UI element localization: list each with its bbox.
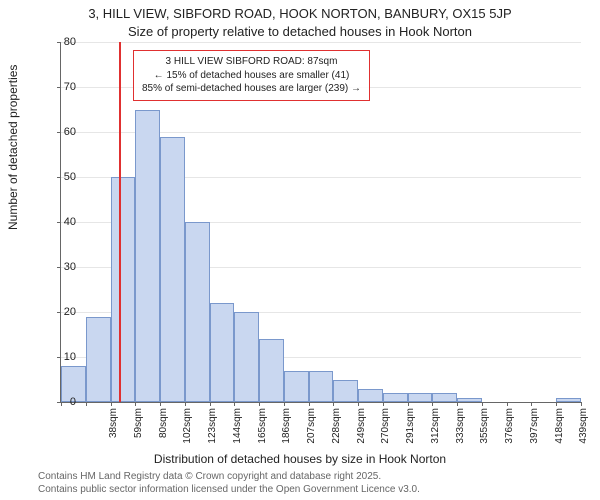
y-tick-label: 20 [46, 306, 76, 318]
x-tick-mark [284, 402, 285, 406]
x-tick-mark [160, 402, 161, 406]
footer-line2: Contains public sector information licen… [38, 483, 420, 496]
chart-container: 3, HILL VIEW, SIBFORD ROAD, HOOK NORTON,… [0, 0, 600, 500]
gridline [61, 42, 581, 43]
plot-area: 3 HILL VIEW SIBFORD ROAD: 87sqm← 15% of … [60, 42, 581, 403]
footer-line1: Contains HM Land Registry data © Crown c… [38, 470, 420, 483]
x-tick-label: 123sqm [207, 408, 218, 458]
chart-title-line2: Size of property relative to detached ho… [0, 24, 600, 39]
x-tick-label: 59sqm [133, 408, 144, 458]
histogram-bar [111, 177, 136, 402]
annotation-line3: 85% of semi-detached houses are larger (… [142, 82, 361, 96]
y-tick-label: 10 [46, 351, 76, 363]
x-tick-mark [111, 402, 112, 406]
x-tick-mark [432, 402, 433, 406]
x-tick-label: 270sqm [380, 408, 391, 458]
x-tick-label: 165sqm [257, 408, 268, 458]
histogram-bar [135, 110, 160, 403]
histogram-bar [234, 312, 259, 402]
x-tick-mark [408, 402, 409, 406]
histogram-bar [86, 317, 111, 403]
y-tick-label: 0 [46, 396, 76, 408]
x-tick-mark [259, 402, 260, 406]
x-tick-label: 249sqm [356, 408, 367, 458]
y-tick-label: 40 [46, 216, 76, 228]
annotation-line2: ← 15% of detached houses are smaller (41… [142, 69, 361, 83]
y-tick-label: 70 [46, 81, 76, 93]
x-tick-mark [457, 402, 458, 406]
x-tick-label: 376sqm [504, 408, 515, 458]
x-tick-label: 38sqm [108, 408, 119, 458]
x-tick-label: 228sqm [331, 408, 342, 458]
histogram-bar [284, 371, 309, 403]
annotation-box: 3 HILL VIEW SIBFORD ROAD: 87sqm← 15% of … [133, 50, 370, 101]
x-tick-mark [309, 402, 310, 406]
histogram-bar [185, 222, 210, 402]
annotation-line1: 3 HILL VIEW SIBFORD ROAD: 87sqm [142, 55, 361, 69]
reference-line [119, 42, 121, 402]
x-tick-label: 439sqm [578, 408, 589, 458]
histogram-bar [408, 393, 433, 402]
y-tick-label: 50 [46, 171, 76, 183]
x-tick-mark [581, 402, 582, 406]
x-tick-label: 418sqm [554, 408, 565, 458]
x-tick-mark [210, 402, 211, 406]
histogram-bar [309, 371, 334, 403]
histogram-bar [556, 398, 581, 403]
x-tick-label: 355sqm [479, 408, 490, 458]
x-tick-label: 144sqm [232, 408, 243, 458]
x-tick-mark [556, 402, 557, 406]
x-tick-label: 291sqm [405, 408, 416, 458]
x-tick-mark [333, 402, 334, 406]
y-tick-label: 80 [46, 36, 76, 48]
histogram-bar [432, 393, 457, 402]
x-tick-mark [135, 402, 136, 406]
x-tick-mark [383, 402, 384, 406]
x-tick-mark [234, 402, 235, 406]
x-tick-label: 312sqm [430, 408, 441, 458]
x-tick-mark [358, 402, 359, 406]
y-axis-label: Number of detached properties [6, 65, 20, 230]
histogram-bar [457, 398, 482, 403]
x-tick-label: 333sqm [455, 408, 466, 458]
x-tick-mark [531, 402, 532, 406]
chart-footer: Contains HM Land Registry data © Crown c… [38, 470, 420, 496]
x-tick-label: 186sqm [281, 408, 292, 458]
x-tick-label: 207sqm [306, 408, 317, 458]
y-tick-label: 30 [46, 261, 76, 273]
histogram-bar [259, 339, 284, 402]
histogram-bar [383, 393, 408, 402]
histogram-bar [358, 389, 383, 403]
histogram-bar [160, 137, 185, 403]
x-tick-label: 80sqm [158, 408, 169, 458]
x-tick-mark [507, 402, 508, 406]
histogram-bar [210, 303, 235, 402]
x-tick-mark [86, 402, 87, 406]
x-tick-label: 397sqm [529, 408, 540, 458]
histogram-bar [333, 380, 358, 403]
x-tick-mark [482, 402, 483, 406]
x-tick-mark [185, 402, 186, 406]
chart-title-line1: 3, HILL VIEW, SIBFORD ROAD, HOOK NORTON,… [0, 6, 600, 21]
x-tick-label: 102sqm [182, 408, 193, 458]
y-tick-label: 60 [46, 126, 76, 138]
